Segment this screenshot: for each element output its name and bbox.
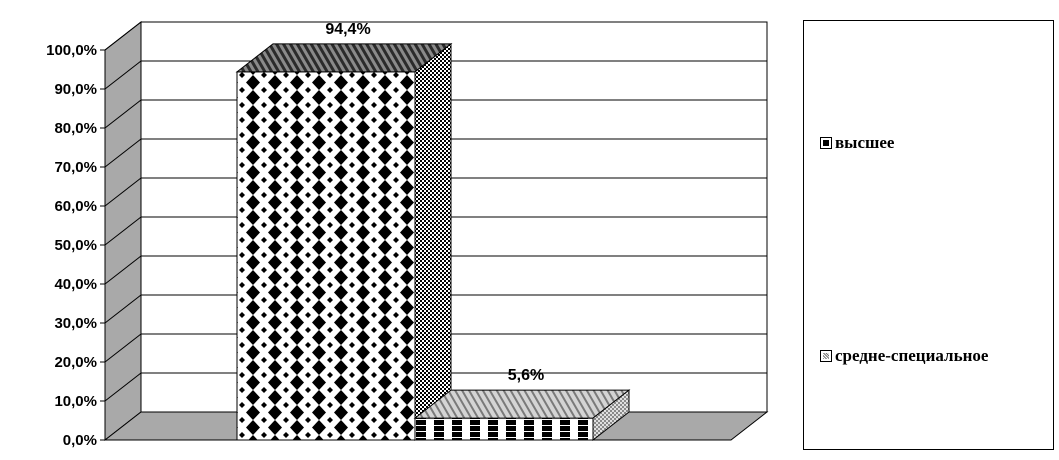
y-tick-label: 100,0%	[46, 42, 97, 59]
gridline-side	[104, 255, 142, 285]
legend-item-sredne-specialnoe: средне-специальное	[820, 346, 988, 366]
y-tick-label: 10,0%	[54, 393, 97, 410]
chart-svg: 0,0% 10,0% 20,0% 30,0% 40,0% 50,0% 60,0% 70,0% 8…	[46, 21, 769, 449]
y-tick-label: 90,0%	[54, 81, 97, 98]
bars	[235, 42, 631, 442]
bar-vysshee-front	[236, 71, 416, 441]
legend-item-vysshee: высшее	[820, 133, 894, 153]
legend-swatch-dark-icon	[820, 137, 832, 149]
y-tick-label: 30,0%	[54, 315, 97, 332]
y-tick-label: 50,0%	[54, 237, 97, 254]
y-tick-label: 20,0%	[54, 354, 97, 371]
gridline-side	[104, 21, 142, 51]
gridline-side	[104, 99, 142, 129]
data-label: 5,6%	[508, 367, 544, 384]
y-tick-label: 60,0%	[54, 198, 97, 215]
bar-sredne-specialnoe-front	[414, 417, 594, 441]
bar-vysshee	[235, 42, 453, 442]
chart-area: 0,0% 10,0% 20,0% 30,0% 40,0% 50,0% 60,0% 70,0% 8…	[46, 21, 769, 449]
legend: высшее средне-специальное	[803, 20, 1054, 450]
gridline-side	[104, 294, 142, 324]
gridline-side	[104, 333, 142, 363]
data-label: 94,4%	[325, 21, 370, 38]
gridline-side	[104, 216, 142, 246]
bar-sredne-specialnoe-side	[592, 389, 630, 442]
y-tick-label: 40,0%	[54, 276, 97, 293]
bar-vysshee-top	[235, 43, 453, 73]
legend-label: средне-специальное	[835, 346, 989, 365]
gridline-side	[104, 372, 142, 402]
bar-vysshee-side	[414, 42, 452, 442]
data-labels: 94,4% 5,6%	[325, 21, 544, 384]
legend-label: высшее	[835, 133, 895, 152]
y-tick-label: 70,0%	[54, 159, 97, 176]
y-axis-ticks: 0,0% 10,0% 20,0% 30,0% 40,0% 50,0% 60,0% 70,0% 8…	[46, 42, 106, 449]
gridline-side	[104, 60, 142, 90]
y-tick-label: 0,0%	[63, 432, 97, 449]
y-tick-label: 80,0%	[54, 120, 97, 137]
gridline-side	[104, 138, 142, 168]
bar-sredne-specialnoe-top	[413, 389, 631, 419]
gridline-side	[104, 177, 142, 207]
bar-sredne-specialnoe	[413, 389, 631, 442]
legend-swatch-light-icon	[820, 350, 832, 362]
